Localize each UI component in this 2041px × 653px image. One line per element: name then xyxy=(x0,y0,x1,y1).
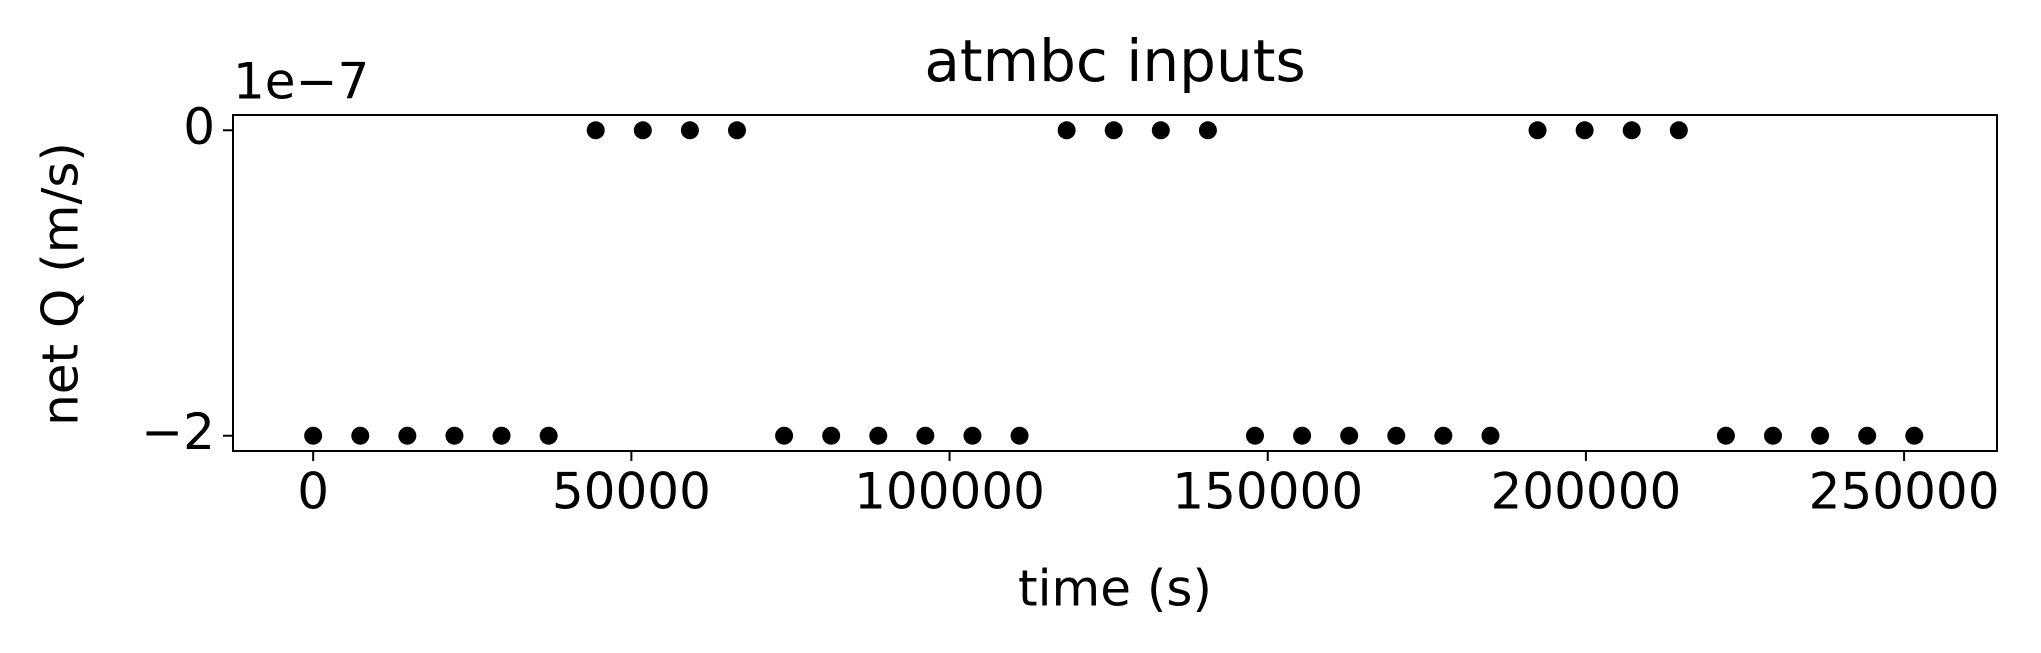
point xyxy=(869,426,888,445)
x-tick-label: 100000 xyxy=(854,463,1045,521)
point xyxy=(1057,121,1076,140)
point xyxy=(492,426,511,445)
x-tick-label: 50000 xyxy=(552,463,711,521)
point xyxy=(1434,426,1453,445)
point xyxy=(1575,121,1594,140)
point xyxy=(1669,121,1688,140)
point xyxy=(1010,426,1029,445)
point xyxy=(1528,121,1547,140)
y-tick-label: −2 xyxy=(141,403,215,461)
x-tick-label: 150000 xyxy=(1172,463,1363,521)
point xyxy=(1481,426,1500,445)
point xyxy=(1151,121,1170,140)
point xyxy=(633,121,652,140)
point xyxy=(1246,426,1264,445)
x-tick-label: 0 xyxy=(297,463,329,521)
point xyxy=(1716,426,1735,445)
point xyxy=(1387,426,1406,445)
point xyxy=(1104,121,1123,140)
y-tick-label: 0 xyxy=(183,98,215,156)
x-axis-label: time (s) xyxy=(1018,560,1212,618)
point xyxy=(1858,426,1877,445)
point xyxy=(680,121,699,140)
point xyxy=(1293,426,1312,445)
point xyxy=(539,426,558,445)
point xyxy=(351,426,370,445)
point xyxy=(822,426,841,445)
point xyxy=(728,121,746,140)
plot-frame xyxy=(232,114,1998,452)
point xyxy=(445,426,464,445)
y-axis-label: net Q (m/s) xyxy=(32,142,90,426)
point xyxy=(1811,426,1830,445)
point xyxy=(963,426,982,445)
point xyxy=(1340,426,1359,445)
point xyxy=(1764,426,1782,445)
point xyxy=(304,426,323,445)
point xyxy=(1905,426,1924,445)
point xyxy=(586,121,605,140)
point xyxy=(1622,121,1641,140)
x-tick-label: 250000 xyxy=(1809,463,2000,521)
x-tick-label: 200000 xyxy=(1490,463,1681,521)
point xyxy=(1198,121,1217,140)
point xyxy=(775,426,794,445)
y-offset-label: 1e−7 xyxy=(233,53,369,111)
point xyxy=(916,426,935,445)
point xyxy=(398,426,417,445)
chart-title: atmbc inputs xyxy=(924,27,1305,95)
